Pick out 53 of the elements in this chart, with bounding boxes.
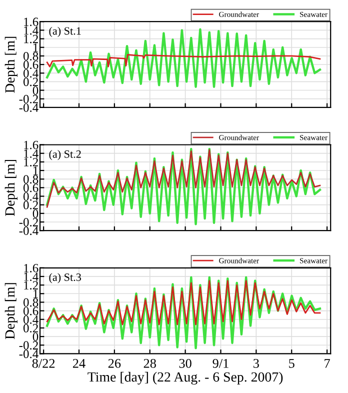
y-tick-label: 0.6 xyxy=(23,60,38,70)
y-tick-label: 0.4 xyxy=(23,192,38,201)
y-tick-label: 1.2 xyxy=(24,158,38,166)
y-tick-label: 0.4 xyxy=(23,69,38,78)
y-tick-label: -0.2 xyxy=(19,94,38,104)
annotation: (a) St.3 xyxy=(49,273,82,284)
y-tick-label: 0.8 xyxy=(23,298,38,307)
y-tick-label: -0.4 xyxy=(19,226,38,236)
x-tick-label: 3 xyxy=(254,358,259,368)
y-tick-label: 1.6 xyxy=(24,18,38,26)
y-tick-label: 1 xyxy=(33,166,38,175)
y-tick-label: 0.2 xyxy=(23,200,38,210)
y-tick-label: 0.6 xyxy=(23,184,38,192)
y-tick-label: 0 xyxy=(32,86,38,95)
line-series xyxy=(46,148,322,226)
y-tick-label: 0.8 xyxy=(23,52,38,60)
y-tick-label: -0.4 xyxy=(19,103,38,112)
y-tick-label: 0 xyxy=(32,209,38,218)
x-tick-label: 9/1 xyxy=(212,358,228,368)
y-tick-label: 1.4 xyxy=(24,149,38,158)
y-axis-title: Depth [m] xyxy=(4,283,18,340)
y-axis-title: Depth [m] xyxy=(4,160,18,216)
y-tick-label: -0.2 xyxy=(19,341,38,350)
y-tick-label: 1.2 xyxy=(24,281,38,290)
x-tick-label: 30 xyxy=(179,358,192,368)
line-series xyxy=(46,28,322,88)
annotation: (a) St.2 xyxy=(49,150,81,160)
y-tick-label: 0.2 xyxy=(23,324,38,332)
annotation: (a) St.1 xyxy=(49,26,81,37)
line-series xyxy=(46,54,321,68)
y-tick-label: 1.4 xyxy=(24,272,38,281)
y-tick-label: 1.6 xyxy=(24,140,38,150)
y-tick-label: 1.6 xyxy=(24,264,38,272)
y-tick-label: 0.6 xyxy=(23,306,38,316)
y-tick-label: 1 xyxy=(33,290,38,298)
y-tick-label: 0.8 xyxy=(23,175,38,184)
x-tick-label: 28 xyxy=(144,358,156,368)
y-tick-label: -0.2 xyxy=(19,218,38,226)
y-axis-title: Depth [m] xyxy=(4,36,18,93)
y-tick-label: 0.4 xyxy=(23,315,38,324)
x-tick-label: 8/22 xyxy=(32,358,55,368)
y-tick-label: 1 xyxy=(33,43,38,52)
x-tick-label: 26 xyxy=(108,358,121,368)
x-tick-label: 24 xyxy=(72,358,86,368)
y-tick-label: 0 xyxy=(32,332,38,341)
x-tick-label: 5 xyxy=(289,359,294,368)
x-axis-title: Time [day] (22 Aug. - 6 Sep. 2007) xyxy=(88,372,283,385)
y-tick-label: -0.4 xyxy=(19,350,38,358)
line-series xyxy=(46,149,321,208)
y-tick-label: 0.2 xyxy=(23,78,38,86)
y-tick-label: 1.4 xyxy=(24,26,38,35)
y-tick-label: 1.2 xyxy=(24,34,38,44)
x-tick-label: 7 xyxy=(324,359,330,368)
